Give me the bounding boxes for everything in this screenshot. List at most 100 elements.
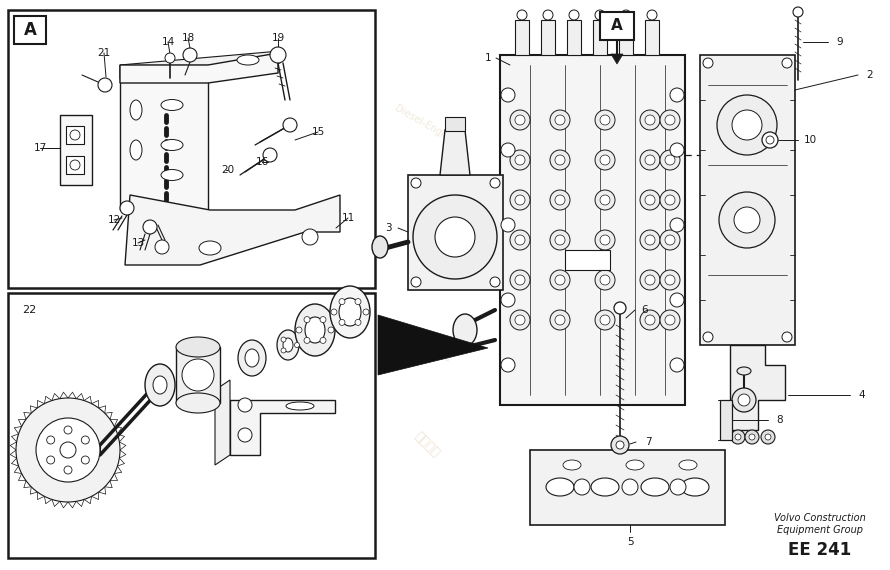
Circle shape	[647, 10, 657, 20]
Circle shape	[555, 275, 565, 285]
Circle shape	[645, 195, 655, 205]
Circle shape	[46, 436, 54, 444]
Circle shape	[550, 110, 570, 130]
Circle shape	[281, 348, 286, 353]
Polygon shape	[378, 315, 488, 375]
Circle shape	[665, 155, 675, 165]
Circle shape	[515, 155, 525, 165]
Circle shape	[328, 327, 334, 333]
Ellipse shape	[237, 55, 259, 65]
Circle shape	[735, 434, 741, 440]
Bar	[593, 20, 607, 55]
Text: Volvo Construction: Volvo Construction	[774, 513, 866, 523]
Circle shape	[413, 195, 497, 279]
Ellipse shape	[679, 460, 697, 470]
Circle shape	[645, 155, 655, 165]
Circle shape	[532, 503, 552, 523]
Circle shape	[761, 430, 775, 444]
Circle shape	[60, 442, 76, 458]
Text: 13: 13	[132, 238, 144, 248]
Circle shape	[64, 426, 72, 434]
Bar	[500, 55, 685, 405]
Bar	[14, 16, 46, 44]
Circle shape	[645, 315, 655, 325]
Ellipse shape	[283, 338, 293, 352]
Ellipse shape	[238, 340, 266, 376]
Circle shape	[70, 130, 80, 140]
Circle shape	[665, 195, 675, 205]
Circle shape	[120, 201, 134, 215]
Text: 22: 22	[22, 305, 36, 315]
Circle shape	[555, 235, 565, 245]
Text: Equipment Group: Equipment Group	[777, 525, 863, 535]
Text: 11: 11	[342, 213, 354, 223]
Circle shape	[595, 190, 615, 210]
Circle shape	[550, 150, 570, 170]
Circle shape	[665, 235, 675, 245]
Text: 柴发动力: 柴发动力	[652, 127, 683, 158]
Circle shape	[782, 58, 792, 68]
Ellipse shape	[176, 337, 220, 357]
Circle shape	[621, 10, 631, 20]
Circle shape	[600, 235, 610, 245]
Circle shape	[490, 277, 500, 287]
Circle shape	[719, 192, 775, 248]
Circle shape	[645, 235, 655, 245]
Circle shape	[670, 293, 684, 307]
Circle shape	[595, 150, 615, 170]
Circle shape	[304, 337, 310, 343]
Text: 3: 3	[384, 223, 392, 233]
Circle shape	[600, 195, 610, 205]
Circle shape	[614, 302, 626, 314]
Text: 19: 19	[271, 33, 285, 43]
Ellipse shape	[277, 330, 299, 360]
Ellipse shape	[339, 298, 361, 326]
Circle shape	[660, 230, 680, 250]
Polygon shape	[230, 400, 335, 455]
Bar	[8, 293, 375, 558]
Text: 2: 2	[867, 70, 873, 80]
Circle shape	[510, 190, 530, 210]
Circle shape	[81, 456, 89, 464]
Circle shape	[70, 160, 80, 170]
Bar	[541, 20, 555, 55]
Circle shape	[595, 310, 615, 330]
Ellipse shape	[626, 460, 644, 470]
Text: 9: 9	[837, 37, 844, 47]
Text: 16: 16	[255, 157, 269, 167]
Circle shape	[515, 235, 525, 245]
Circle shape	[660, 110, 680, 130]
Circle shape	[765, 434, 771, 440]
Circle shape	[600, 275, 610, 285]
Text: 柴发动力: 柴发动力	[412, 429, 442, 460]
Circle shape	[703, 332, 713, 342]
Circle shape	[304, 316, 310, 323]
Circle shape	[670, 479, 686, 495]
Circle shape	[703, 452, 723, 472]
Circle shape	[532, 452, 552, 472]
Circle shape	[616, 441, 624, 449]
Circle shape	[734, 207, 760, 233]
Circle shape	[670, 143, 684, 157]
Circle shape	[645, 115, 655, 125]
Text: 14: 14	[161, 37, 174, 47]
Circle shape	[64, 466, 72, 474]
Text: 21: 21	[97, 48, 110, 58]
Circle shape	[703, 503, 723, 523]
Circle shape	[660, 270, 680, 290]
Circle shape	[555, 195, 565, 205]
Bar	[120, 65, 208, 210]
Bar	[600, 12, 634, 40]
Bar	[645, 20, 659, 55]
Circle shape	[98, 78, 112, 92]
Ellipse shape	[161, 140, 183, 150]
Circle shape	[543, 10, 553, 20]
Circle shape	[600, 115, 610, 125]
Text: 4: 4	[859, 390, 865, 400]
Polygon shape	[120, 53, 278, 83]
Circle shape	[640, 190, 660, 210]
Ellipse shape	[330, 286, 370, 338]
Polygon shape	[730, 345, 785, 430]
Circle shape	[595, 270, 615, 290]
Circle shape	[745, 430, 759, 444]
